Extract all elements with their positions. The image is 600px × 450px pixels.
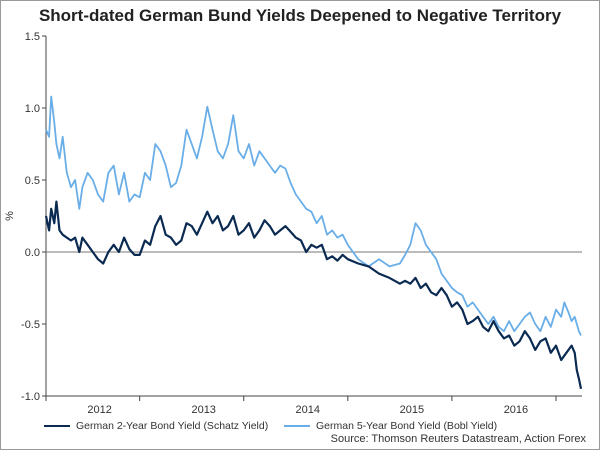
y-tick-label: -0.5	[21, 319, 40, 331]
legend-entry-schatz: German 2-Year Bond Yield (Schatz Yield)	[44, 420, 268, 432]
y-tick-label: -1.0	[21, 391, 40, 403]
x-tick-label: 2014	[296, 404, 320, 416]
legend-entry-bobl: German 5-Year Bond Yield (Bobl Yield)	[284, 420, 497, 432]
x-tick-label: 2016	[504, 404, 528, 416]
x-tick-label: 2012	[87, 404, 111, 416]
chart-title: Short-dated German Bund Yields Deepened …	[38, 6, 562, 25]
legend-label-schatz: German 2-Year Bond Yield (Schatz Yield)	[76, 420, 269, 432]
y-tick-label: 0.5	[25, 175, 40, 187]
legend-swatch-bobl	[284, 425, 310, 427]
source-note: Source: Thomson Reuters Datastream, Acti…	[330, 433, 586, 445]
legend-swatch-schatz	[44, 425, 70, 427]
chart-legend: German 2-Year Bond Yield (Schatz Yield) …	[44, 420, 584, 436]
legend-label-bobl: German 5-Year Bond Yield (Bobl Yield)	[316, 420, 498, 432]
x-tick-label: 2013	[191, 404, 215, 416]
y-axis-label: %	[4, 211, 16, 221]
y-tick-label: 1.5	[25, 31, 40, 43]
series-line-bobl	[45, 95, 582, 336]
x-tick-label: 2015	[400, 404, 424, 416]
y-tick-label: 0.0	[25, 247, 40, 259]
series-line-schatz	[44, 200, 583, 390]
y-tick-label: 1.0	[25, 103, 40, 115]
